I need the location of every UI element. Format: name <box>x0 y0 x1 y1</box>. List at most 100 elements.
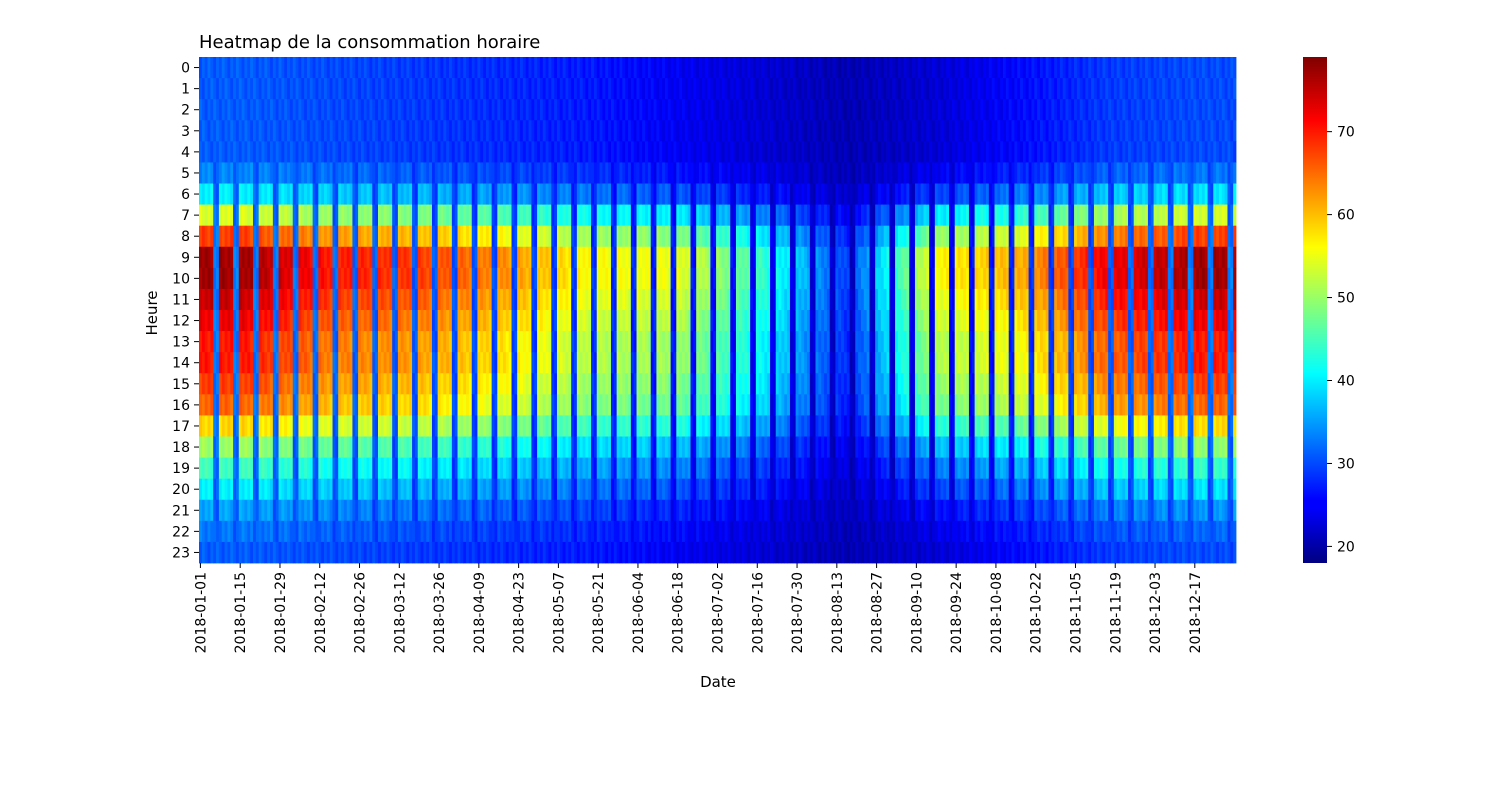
heatmap-cell <box>718 520 723 543</box>
heatmap-cell <box>403 331 407 353</box>
heatmap-cell <box>733 57 737 79</box>
heatmap-cell <box>474 520 478 543</box>
heatmap-cell <box>761 499 765 522</box>
heatmap-cell <box>772 246 777 269</box>
heatmap-cell <box>707 99 711 121</box>
heatmap-cell <box>568 499 572 522</box>
heatmap-cell <box>491 478 495 501</box>
heatmap-cell <box>582 457 586 480</box>
heatmap-cell <box>244 457 248 480</box>
heatmap-cell <box>426 225 430 248</box>
heatmap-cell <box>426 352 430 374</box>
heatmap-cell <box>335 99 339 121</box>
heatmap-cell <box>341 310 345 332</box>
heatmap-cell <box>673 267 677 290</box>
heatmap-cell <box>539 57 544 79</box>
heatmap-cell <box>224 78 228 100</box>
heatmap-cell <box>389 120 393 142</box>
heatmap-cell <box>471 415 475 437</box>
heatmap-cell <box>241 204 245 227</box>
heatmap-cell <box>755 457 760 480</box>
heatmap-cell <box>520 288 524 311</box>
heatmap-cell <box>312 120 316 142</box>
heatmap-cell <box>613 57 618 79</box>
heatmap-cell <box>343 394 348 416</box>
heatmap-cell <box>568 520 572 543</box>
heatmap-cell <box>764 162 768 184</box>
heatmap-cell <box>389 162 393 184</box>
heatmap-cell <box>306 225 311 248</box>
heatmap-cell <box>693 478 697 501</box>
heatmap-cell <box>608 57 612 79</box>
heatmap-cell <box>375 541 379 564</box>
heatmap-cell <box>329 478 333 501</box>
heatmap-cell <box>565 57 569 79</box>
heatmap-cell <box>593 204 598 227</box>
heatmap-cell <box>372 267 376 290</box>
heatmap-cell <box>366 78 370 100</box>
heatmap-cell <box>261 120 265 142</box>
heatmap-cell <box>474 267 478 290</box>
heatmap-cell <box>360 183 365 205</box>
heatmap-cell <box>610 120 615 142</box>
heatmap-cell <box>417 99 421 121</box>
heatmap-cell <box>548 352 552 374</box>
heatmap-cell <box>497 394 501 416</box>
heatmap-cell <box>412 120 416 142</box>
heatmap-cell <box>204 162 208 184</box>
heatmap-cell <box>574 457 578 480</box>
heatmap-cell <box>480 373 484 395</box>
heatmap-cell <box>542 141 547 163</box>
heatmap-cell <box>287 120 291 142</box>
heatmap-cell <box>213 541 217 564</box>
heatmap-cell <box>238 457 243 480</box>
heatmap-cell <box>298 99 302 121</box>
heatmap-cell <box>383 415 387 437</box>
heatmap-cell <box>755 331 760 353</box>
heatmap-cell <box>417 394 421 416</box>
heatmap-cell <box>278 331 282 353</box>
heatmap-cell <box>727 57 731 79</box>
heatmap-cell <box>647 373 652 395</box>
heatmap-cell <box>204 141 208 163</box>
heatmap-cell <box>318 162 322 184</box>
heatmap-cell <box>383 478 387 501</box>
heatmap-cell <box>755 225 760 248</box>
heatmap-cell <box>403 436 407 458</box>
heatmap-cell <box>400 99 404 121</box>
heatmap-cell <box>204 373 208 395</box>
heatmap-cell <box>338 120 342 142</box>
heatmap-cell <box>258 415 262 437</box>
heatmap-cell <box>650 331 654 353</box>
heatmap-cell <box>591 520 595 543</box>
heatmap-cell <box>397 204 402 227</box>
heatmap-cell <box>500 183 504 205</box>
heatmap-cell <box>770 436 774 458</box>
heatmap-cell <box>250 541 254 564</box>
heatmap-cell <box>451 162 456 184</box>
heatmap-cell <box>403 57 407 79</box>
heatmap-cell <box>571 141 575 163</box>
heatmap-cell <box>309 436 314 458</box>
heatmap-cell <box>582 478 586 501</box>
heatmap-cell <box>690 352 694 374</box>
heatmap-cell <box>574 225 578 248</box>
heatmap-cell <box>537 331 541 353</box>
heatmap-cell <box>681 373 686 395</box>
heatmap-cell <box>355 331 359 353</box>
heatmap-cell <box>568 394 572 416</box>
heatmap-cell <box>551 541 555 564</box>
heatmap-cell <box>369 225 373 248</box>
heatmap-cell <box>684 225 689 248</box>
heatmap-cell <box>241 373 245 395</box>
heatmap-cell <box>241 520 245 543</box>
heatmap-cell <box>375 57 379 79</box>
heatmap-cell <box>429 204 433 227</box>
heatmap-cell <box>693 141 697 163</box>
heatmap-cell <box>784 520 788 543</box>
heatmap-cell <box>332 541 336 564</box>
heatmap-cell <box>420 457 424 480</box>
heatmap-cell <box>733 352 737 374</box>
heatmap-cell <box>664 520 669 543</box>
